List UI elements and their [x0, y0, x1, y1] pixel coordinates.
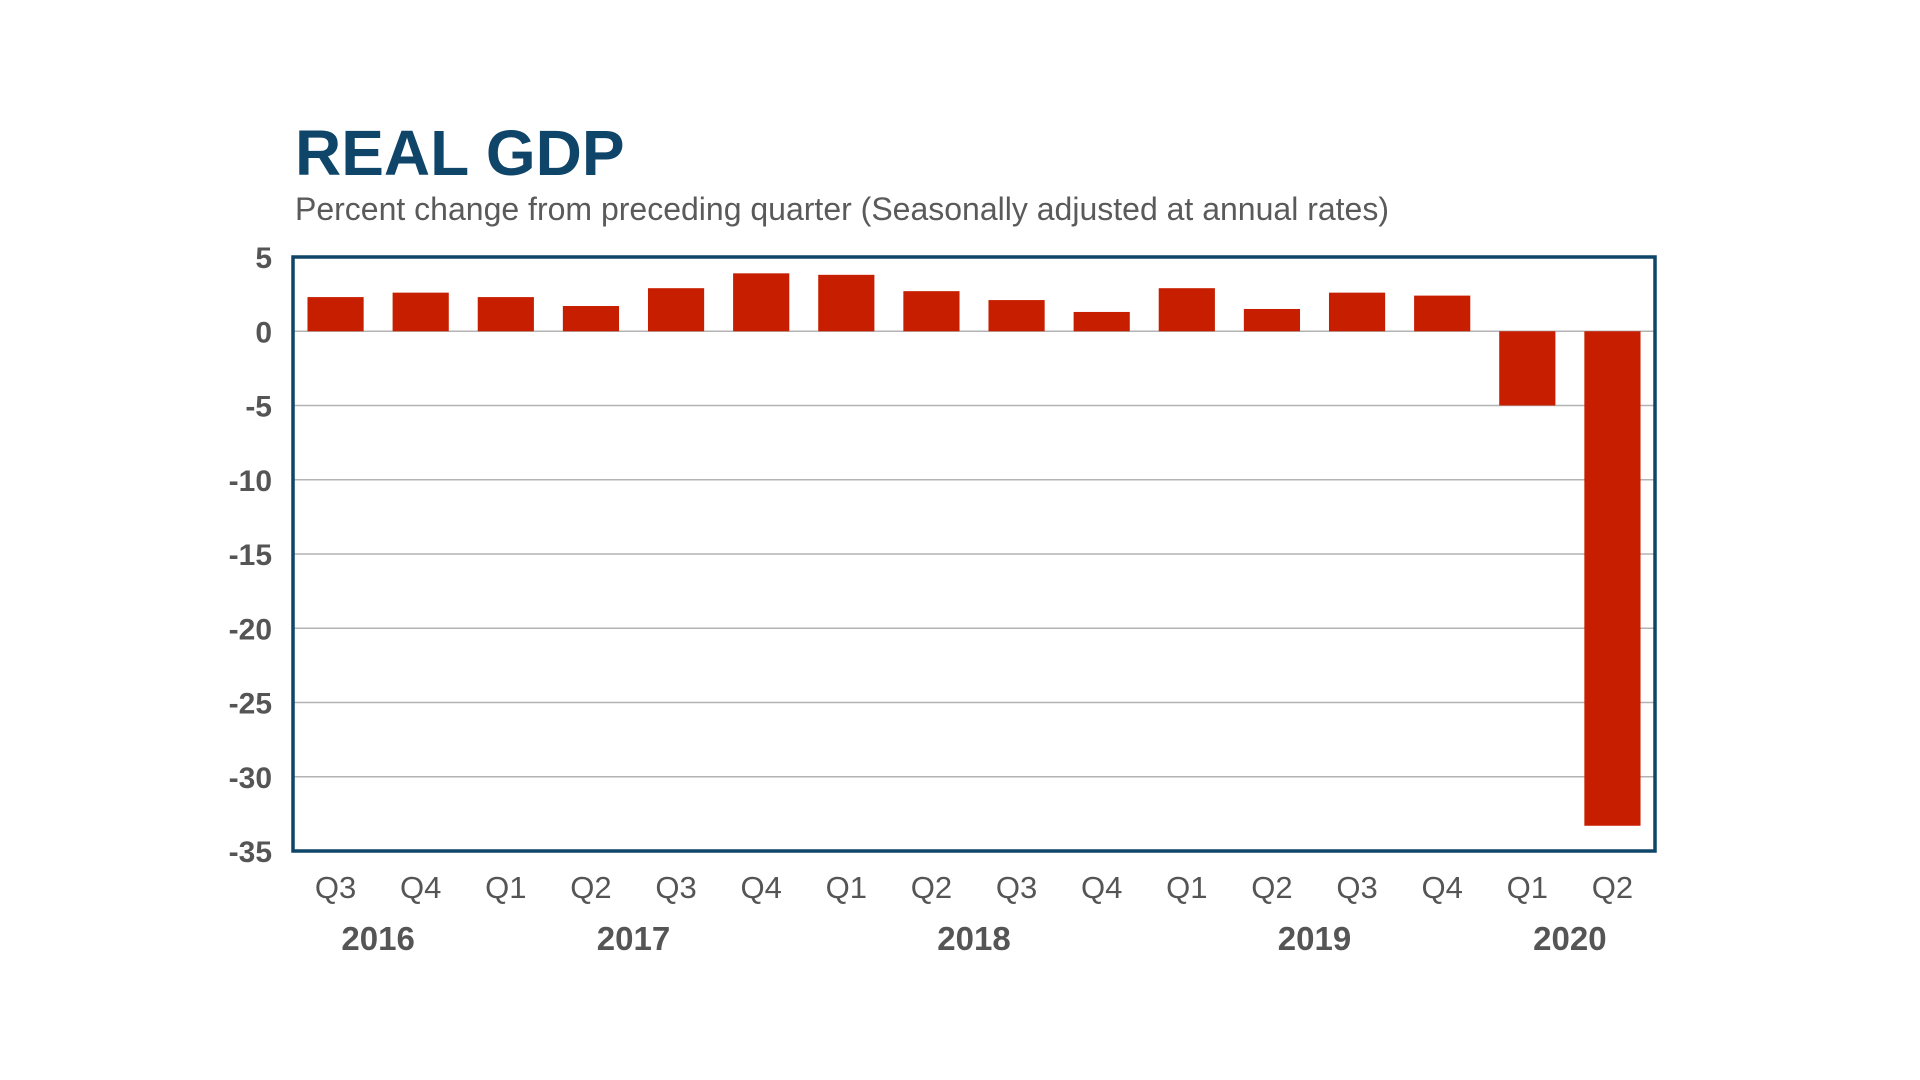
bar-1 [392, 292, 449, 332]
bar-10 [1158, 288, 1215, 332]
x-axis-ticks: Q3 Q4 Q1 Q2 Q3 Q4 Q1 Q2 Q3 Q4 Q1 Q2 Q3 Q4 Q1 Q2 [315, 870, 1633, 905]
y-tick-label: -25 [229, 688, 272, 721]
x-tick-label: Q1 [1507, 870, 1548, 905]
year-label: 2016 [341, 920, 414, 957]
x-tick-label: Q1 [1166, 870, 1207, 905]
bar-5 [733, 273, 790, 332]
year-label: 2018 [937, 920, 1010, 957]
y-tick-label: 5 [255, 242, 272, 275]
y-tick-label: 0 [255, 316, 272, 349]
x-tick-label: Q2 [1592, 870, 1633, 905]
x-tick-label: Q4 [741, 870, 782, 905]
bar-0 [307, 297, 364, 332]
year-label: 2019 [1278, 920, 1351, 957]
bar-13 [1414, 295, 1471, 332]
x-tick-label: Q3 [315, 870, 356, 905]
bar-6 [818, 274, 875, 332]
x-tick-label: Q3 [996, 870, 1037, 905]
bars [307, 273, 1641, 826]
y-tick-label: -15 [229, 539, 272, 572]
x-tick-label: Q2 [570, 870, 611, 905]
y-tick-label: -10 [229, 465, 272, 498]
bar-14 [1499, 331, 1556, 406]
bar-15 [1584, 331, 1641, 826]
x-tick-label: Q3 [1336, 870, 1377, 905]
x-tick-label: Q1 [485, 870, 526, 905]
year-label: 2017 [597, 920, 670, 957]
bar-2 [477, 297, 534, 332]
bar-12 [1328, 292, 1386, 332]
y-axis-ticks: 5 0 -5 -10 -15 -20 -25 -30 -35 [229, 242, 272, 869]
grid-lines [293, 330, 1655, 778]
bar-4 [647, 288, 705, 332]
bar-8 [988, 300, 1045, 332]
year-label: 2020 [1533, 920, 1606, 957]
year-labels: 2016 2017 2018 2019 2020 [341, 920, 1606, 957]
plot-frame [291, 255, 1657, 853]
bar-7 [903, 291, 960, 332]
chart-subtitle: Percent change from preceding quarter (S… [295, 191, 1389, 227]
y-tick-label: -5 [245, 391, 272, 424]
x-tick-label: Q1 [826, 870, 867, 905]
bar-11 [1243, 308, 1301, 332]
x-tick-label: Q4 [1081, 870, 1122, 905]
chart-title: REAL GDP [295, 117, 625, 189]
y-tick-label: -35 [229, 836, 272, 869]
x-tick-label: Q2 [911, 870, 952, 905]
y-tick-label: -30 [229, 762, 272, 795]
x-tick-label: Q2 [1251, 870, 1292, 905]
x-tick-label: Q3 [655, 870, 696, 905]
y-tick-label: -20 [229, 613, 272, 646]
x-tick-label: Q4 [1422, 870, 1463, 905]
bar-3 [562, 306, 620, 332]
x-tick-label: Q4 [400, 870, 441, 905]
bar-9 [1073, 311, 1130, 332]
